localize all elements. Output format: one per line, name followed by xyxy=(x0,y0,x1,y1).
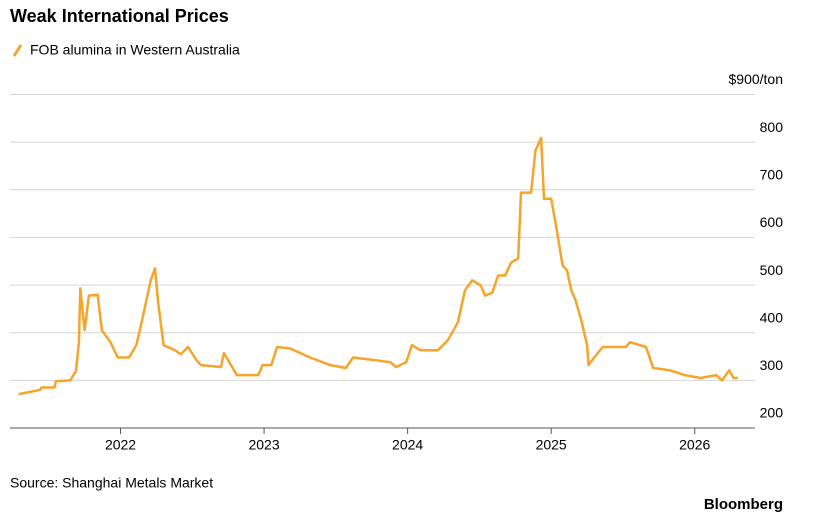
brand: Bloomberg xyxy=(704,496,783,513)
x-tick-label: 2024 xyxy=(392,437,423,453)
y-tick-label: 800 xyxy=(760,119,784,135)
chart-title: Weak International Prices xyxy=(10,6,229,26)
source: Source: Shanghai Metals Market xyxy=(10,475,213,491)
y-tick-label: 600 xyxy=(760,214,784,230)
y-tick-label: 700 xyxy=(760,166,784,182)
x-tick-label: 2026 xyxy=(679,437,710,453)
y-tick-label: 400 xyxy=(760,309,784,325)
y-tick-label: 200 xyxy=(760,405,784,421)
x-tick-label: 2025 xyxy=(536,437,567,453)
x-tick-label: 2023 xyxy=(248,437,279,453)
legend-label: FOB alumina in Western Australia xyxy=(30,42,240,58)
y-tick-label: 300 xyxy=(760,357,784,373)
line xyxy=(18,136,738,396)
x-tick-label: 2022 xyxy=(105,437,136,453)
y-tick-label: 500 xyxy=(760,262,784,278)
legend-swatch xyxy=(12,44,23,57)
y-tick-label: $900/ton xyxy=(729,71,784,87)
